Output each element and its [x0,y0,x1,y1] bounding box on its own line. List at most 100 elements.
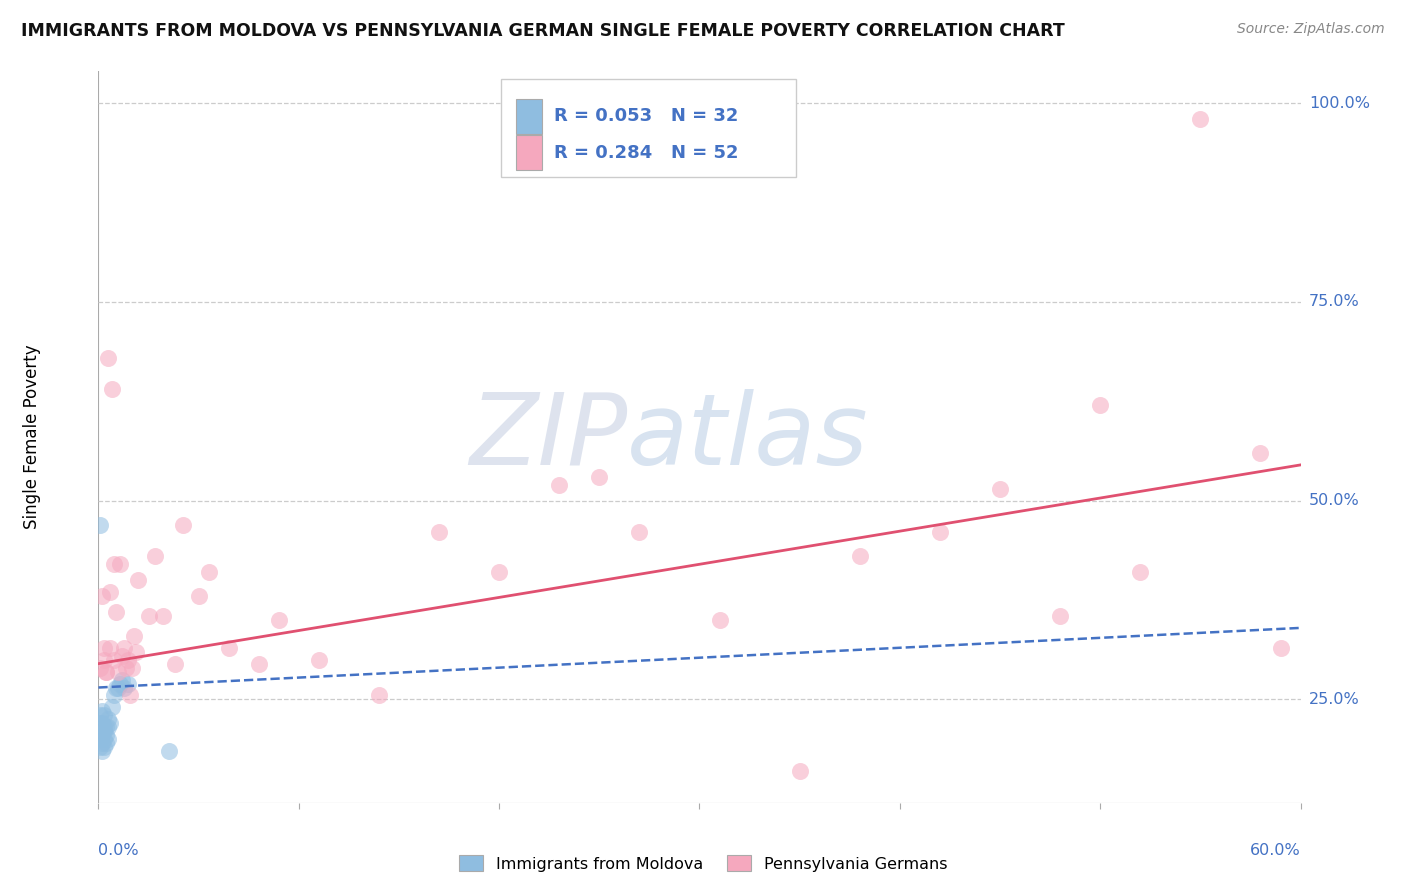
Point [97,351,120,365]
Point [91,736,114,750]
Point [548,477,571,491]
Point [138,609,160,624]
Point [1049,609,1071,624]
Point [93,724,115,739]
Text: R = 0.284   N = 52: R = 0.284 N = 52 [554,144,738,161]
Point [100,716,122,731]
Point [97,732,120,747]
Point [103,689,125,703]
Point [91,716,114,731]
Point [97,712,120,726]
Point [709,613,731,627]
Point [107,681,129,695]
Text: IMMIGRANTS FROM MOLDOVA VS PENNSYLVANIA GERMAN SINGLE FEMALE POVERTY CORRELATION: IMMIGRANTS FROM MOLDOVA VS PENNSYLVANIA … [21,22,1064,40]
Point [93,740,115,755]
Point [110,676,132,690]
Point [267,613,290,627]
Text: Single Female Poverty: Single Female Poverty [24,345,41,529]
Point [93,640,115,655]
Point [96,728,118,742]
Point [96,665,118,679]
Point [124,629,146,643]
Point [117,676,139,690]
Point [114,640,136,655]
Text: ZIP: ZIP [470,389,627,485]
Text: 75.0%: 75.0% [1309,294,1360,310]
Text: 50.0%: 50.0% [1309,493,1360,508]
Point [101,700,124,714]
Point [89,720,111,734]
Point [91,705,114,719]
Point [488,566,510,580]
Point [89,716,111,731]
Point [93,732,115,747]
Point [1270,640,1292,655]
Point [308,653,330,667]
Legend: Immigrants from Moldova, Pennsylvania Germans: Immigrants from Moldova, Pennsylvania Ge… [451,847,955,880]
Point [111,673,134,687]
Point [103,558,125,572]
Point [988,482,1011,496]
Point [1250,446,1272,460]
Point [89,740,111,755]
Point [97,720,120,734]
Point [588,470,610,484]
Point [125,645,148,659]
Point [1129,566,1152,580]
Point [111,648,134,663]
Point [427,525,450,540]
Point [368,689,391,703]
Point [105,681,128,695]
Point [110,558,132,572]
Point [91,744,114,758]
Text: 60.0%: 60.0% [1250,843,1301,858]
Point [89,660,111,674]
FancyBboxPatch shape [501,78,796,178]
Text: R = 0.053   N = 32: R = 0.053 N = 32 [554,107,738,125]
FancyBboxPatch shape [516,99,541,134]
Point [218,640,240,655]
Text: atlas: atlas [627,389,869,485]
Text: 25.0%: 25.0% [1309,692,1360,707]
Point [117,653,139,667]
Point [89,708,111,723]
Point [1189,112,1212,126]
Point [93,720,115,734]
Point [101,383,124,397]
Point [128,573,150,587]
Point [105,605,128,619]
Point [103,653,125,667]
Point [96,736,118,750]
Point [89,517,111,532]
Point [187,589,209,603]
Text: 0.0%: 0.0% [98,843,139,858]
Point [93,708,115,723]
Point [89,732,111,747]
Point [152,609,174,624]
Point [789,764,811,778]
Point [172,517,194,532]
Point [247,657,270,671]
Point [93,653,115,667]
Point [1088,398,1111,412]
Point [120,689,142,703]
Text: 100.0%: 100.0% [1309,95,1369,111]
Point [91,589,114,603]
Point [107,665,129,679]
Point [114,681,136,695]
Point [163,657,186,671]
Point [91,728,114,742]
Point [929,525,952,540]
Point [157,744,180,758]
Point [100,585,122,599]
Point [143,549,166,564]
Point [100,640,122,655]
Text: Source: ZipAtlas.com: Source: ZipAtlas.com [1237,22,1385,37]
Point [197,566,219,580]
FancyBboxPatch shape [516,136,541,170]
Point [849,549,872,564]
Point [115,660,138,674]
Point [96,720,118,734]
Point [96,665,118,679]
Point [121,660,143,674]
